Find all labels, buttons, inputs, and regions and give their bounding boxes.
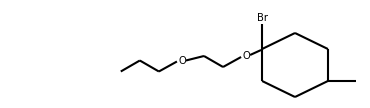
Text: Br: Br bbox=[256, 13, 268, 23]
Text: O: O bbox=[242, 51, 250, 61]
Text: O: O bbox=[178, 56, 186, 65]
